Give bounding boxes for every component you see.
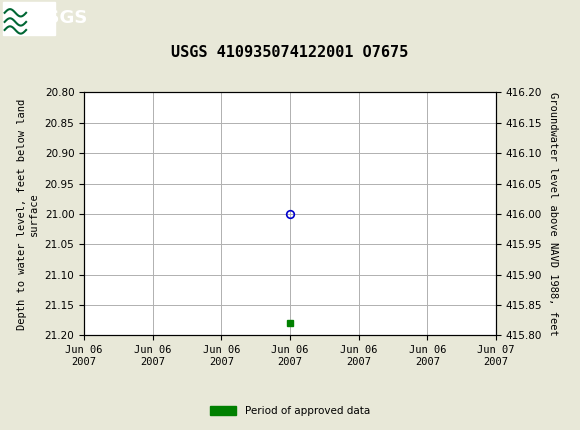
Text: USGS: USGS [32, 9, 87, 27]
Y-axis label: Depth to water level, feet below land
surface: Depth to water level, feet below land su… [17, 98, 39, 329]
Text: USGS 410935074122001 O7675: USGS 410935074122001 O7675 [171, 45, 409, 60]
Legend: Period of approved data: Period of approved data [206, 402, 374, 421]
Bar [3, 2, 55, 35]
Y-axis label: Groundwater level above NAVD 1988, feet: Groundwater level above NAVD 1988, feet [548, 92, 558, 336]
